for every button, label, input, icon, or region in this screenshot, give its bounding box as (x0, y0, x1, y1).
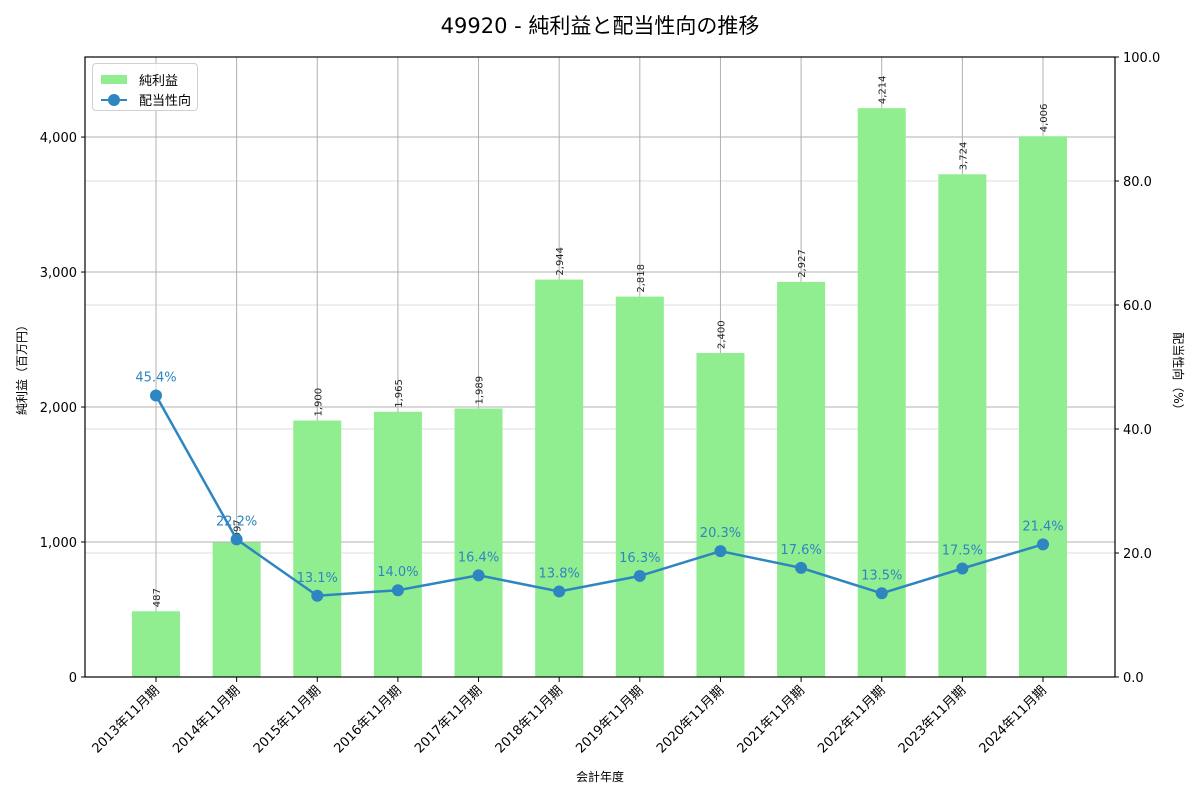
bar-series (132, 108, 1067, 677)
bar (857, 108, 906, 677)
line-point-marker (795, 561, 808, 574)
line-point-marker (633, 569, 646, 582)
line-point-label: 22.2% (216, 514, 257, 529)
line-point-marker (714, 545, 727, 558)
bar (696, 353, 745, 677)
bar-value-label: 2,927 (797, 249, 808, 278)
line-point-label: 13.5% (861, 568, 902, 583)
x-tick-label: 2022年11月期 (815, 683, 888, 756)
line-point-label: 21.4% (1022, 519, 1063, 534)
bar-value-label: 4,006 (1039, 104, 1050, 133)
bar-value-label: 4,214 (878, 76, 889, 105)
bar (777, 281, 826, 677)
bar-value-label: 2,818 (636, 264, 647, 293)
bar (132, 611, 180, 677)
x-tick-label: 2014年11月期 (170, 683, 243, 756)
x-tick-label: 2016年11月期 (331, 683, 404, 756)
bar-value-labels: 487 997 1,900 1,965 1,989 2,944 2,818 2,400 2,92… (152, 76, 1050, 608)
bar (212, 542, 261, 677)
bar (454, 408, 503, 677)
bar-value-label: 1,989 (475, 376, 486, 405)
line-point-marker (875, 587, 888, 600)
line-point-label: 20.3% (700, 526, 741, 541)
y-left-tick-label: 4,000 (40, 131, 77, 146)
x-tick-label: 2017年11月期 (412, 683, 485, 756)
line-point-label: 14.0% (377, 565, 418, 580)
x-tick-label: 2020年11月期 (654, 683, 727, 756)
line-point-label: 16.4% (458, 550, 499, 565)
x-tick-label: 2019年11月期 (573, 683, 646, 756)
line-point-marker (150, 389, 162, 402)
bar (1019, 136, 1067, 677)
bar (535, 279, 584, 677)
x-axis-label: 会計年度 (576, 769, 624, 784)
x-tick-label: 2013年11月期 (90, 683, 163, 756)
bar-value-label: 1,965 (394, 379, 405, 408)
bar (938, 174, 987, 677)
line-point-label: 16.3% (619, 551, 660, 566)
line-point-label: 45.4% (135, 371, 176, 386)
line-point-marker (230, 533, 243, 546)
legend-label: 純利益 (139, 74, 179, 89)
y-right-tick-label: 100.0 (1123, 51, 1160, 66)
chart-title: 49920 - 純利益と配当性向の推移 (440, 14, 760, 38)
x-tick-label: 2018年11月期 (493, 683, 566, 756)
legend-label: 配当性向 (139, 94, 192, 109)
line-point-label: 17.5% (942, 544, 983, 559)
line-point-marker (311, 589, 324, 602)
line-point-label: 13.8% (539, 566, 580, 581)
bar-value-label: 487 (152, 588, 163, 607)
bar-value-label: 1,900 (313, 388, 324, 417)
y-left-tick-label: 2,000 (40, 401, 77, 416)
y-left-tick-label: 3,000 (40, 266, 77, 281)
legend: 純利益 配当性向 (92, 63, 198, 111)
y-right-tick-label: 0.0 (1123, 671, 1144, 686)
line-point-marker (553, 585, 566, 598)
line-point-marker (391, 584, 404, 597)
line-series: 45.4% 22.2% 13.1% 14.0% 16.4% 13.8% 16.3% 20.3%… (135, 371, 1064, 602)
x-tick-label: 2024年11月期 (977, 683, 1050, 756)
bar (373, 411, 422, 677)
x-tick-label: 2015年11月期 (251, 683, 324, 756)
legend-item-net-income: 純利益 (101, 70, 178, 89)
y-right-tick-label: 40.0 (1123, 423, 1152, 438)
line-marker-swatch-icon (101, 93, 127, 106)
bar-value-label: 3,724 (958, 142, 969, 171)
bar-value-label: 2,400 (716, 320, 727, 349)
bar-value-label: 2,944 (555, 247, 566, 276)
bar (615, 296, 664, 677)
x-tick-label: 2023年11月期 (896, 683, 969, 756)
axes: 0 1,000 2,000 3,000 4,000 0.0 20.0 40.0 60.0 80.0… (40, 51, 1160, 757)
bar-value-label: 997 (233, 519, 244, 538)
y-axis-right-label: 配当性向（%） (1171, 332, 1186, 415)
line-point-label: 13.1% (297, 571, 338, 586)
y-right-tick-label: 60.0 (1123, 299, 1152, 314)
bar-swatch-icon (101, 75, 127, 84)
line-point-label: 17.6% (780, 543, 821, 558)
y-left-tick-label: 1,000 (40, 536, 77, 551)
bar (293, 420, 342, 677)
legend-item-payout-ratio: 配当性向 (101, 90, 191, 109)
y-right-tick-label: 20.0 (1123, 547, 1152, 562)
y-left-tick-label: 0 (69, 671, 77, 686)
y-right-tick-label: 80.0 (1123, 175, 1152, 190)
x-tick-label: 2021年11月期 (735, 683, 808, 756)
line-point-marker (472, 569, 485, 582)
line-point-marker (1037, 538, 1049, 551)
line-point-marker (956, 562, 969, 575)
y-axis-left-label: 純利益（百万円） (15, 319, 29, 415)
